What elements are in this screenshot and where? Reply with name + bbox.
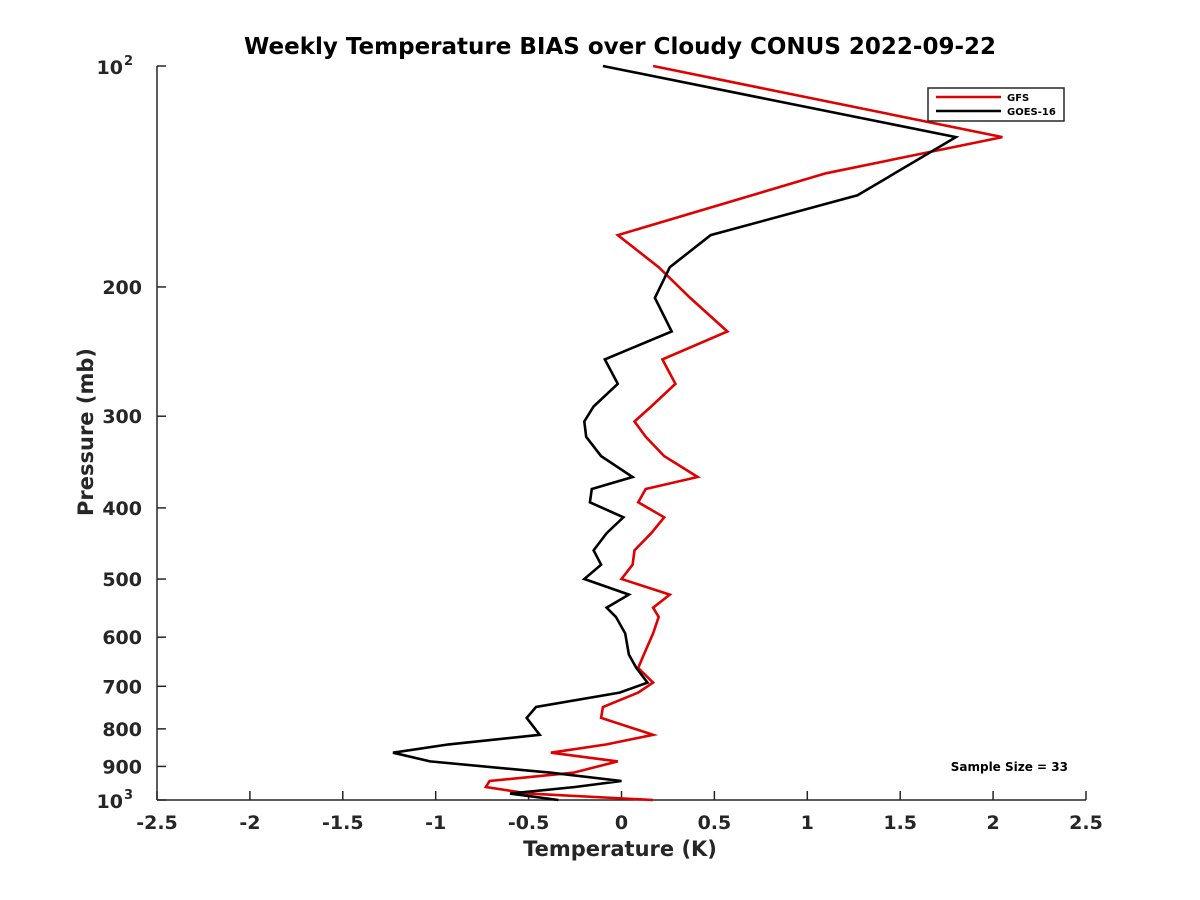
x-axis-label: Temperature (K): [523, 837, 717, 861]
axes: -2.5 -2 -1.5 -1 -0.5 0 0.5 1 1.5 2 2.510 2200300400…: [97, 54, 1103, 834]
series-line-gfs: [483, 64, 1003, 802]
x-tick-label: -1.5: [322, 812, 364, 834]
x-tick-label: -2.5: [136, 812, 178, 834]
x-tick-label: 2: [986, 812, 999, 834]
x-tick-label: 2.5: [1069, 812, 1103, 834]
y-tick-label: 600: [102, 627, 142, 649]
x-tick-label: -0.5: [508, 812, 550, 834]
y-tick-label: 800: [102, 719, 142, 741]
x-tick-label: 1.5: [883, 812, 917, 834]
x-tick-label: 0: [615, 812, 628, 834]
y-tick-label: 700: [102, 676, 142, 698]
y-tick-label: 400: [102, 498, 142, 520]
y-tick-exponent: 3: [124, 788, 133, 803]
y-tick-label: 200: [102, 277, 142, 299]
chart-title: Weekly Temperature BIAS over Cloudy CONU…: [244, 34, 996, 60]
x-tick-label: -2: [239, 812, 260, 834]
x-tick-label: 1: [801, 812, 814, 834]
legend-label: GOES-16: [1007, 107, 1056, 118]
x-tick-label: 0.5: [698, 812, 732, 834]
series-line-goes-16: [392, 64, 960, 802]
y-tick-label: 900: [102, 756, 142, 778]
series-lines: [392, 64, 1003, 802]
y-tick-label: 10: [97, 57, 123, 79]
legend-label: GFS: [1007, 93, 1029, 104]
y-axis-label: Pressure (mb): [74, 348, 98, 516]
y-tick-exponent: 2: [124, 54, 133, 69]
sample-size-annotation: Sample Size = 33: [951, 760, 1068, 774]
legend: GFS GOES-16: [927, 87, 1065, 122]
y-tick-label: 500: [102, 569, 142, 591]
y-tick-label: 300: [102, 406, 142, 428]
x-tick-label: -1: [425, 812, 446, 834]
legend-box: [927, 87, 1065, 122]
y-tick-label: 10: [97, 791, 123, 813]
